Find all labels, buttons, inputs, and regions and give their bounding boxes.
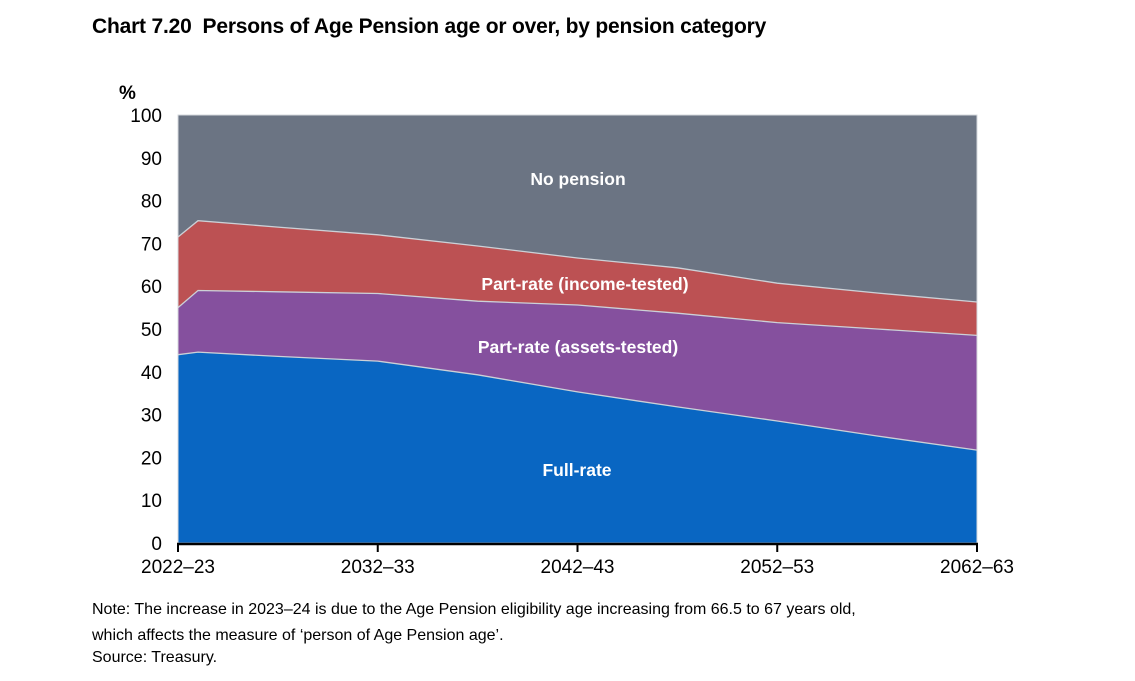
x-tick-label: 2042–43: [541, 557, 615, 578]
y-tick-label: 80: [141, 192, 162, 213]
series-label-part-rate-assets: Part-rate (assets-tested): [478, 337, 678, 357]
y-axis-unit-label: %: [119, 83, 136, 104]
chart-title: Chart 7.20 Persons of Age Pension age or…: [92, 15, 766, 39]
x-tick-label: 2032–33: [341, 557, 415, 578]
series-boundary-full-rate: [177, 351, 978, 451]
y-tick-label: 90: [141, 149, 162, 170]
y-tick-label: 30: [141, 406, 162, 427]
series-area-part-rate-income: [178, 220, 977, 336]
chart-note: Note: The increase in 2023–24 is due to …: [92, 597, 1082, 649]
series-area-full-rate: [178, 352, 977, 543]
series-boundary-part-rate-income: [177, 220, 978, 303]
y-tick-label: 0: [151, 534, 162, 555]
y-tick-label: 10: [141, 491, 162, 512]
series-label-part-rate-income: Part-rate (income-tested): [481, 274, 688, 294]
chart-heading: Persons of Age Pension age or over, by p…: [202, 15, 767, 38]
chart-number: Chart 7.20: [92, 15, 192, 38]
y-tick-label: 60: [141, 277, 162, 298]
y-tick-label: 20: [141, 448, 162, 469]
series-area-part-rate-assets: [178, 290, 977, 451]
chart-note-line2: which affects the measure of ‘person of …: [92, 627, 504, 644]
chart-source: Source: Treasury.: [92, 649, 218, 666]
series-label-no-pension: No pension: [530, 169, 625, 189]
x-tick-label: 2052–53: [740, 557, 814, 578]
chart-note-line1: Note: The increase in 2023–24 is due to …: [92, 601, 856, 618]
series-boundary-part-rate-assets: [177, 289, 978, 337]
x-tick-label: 2022–23: [141, 557, 215, 578]
y-tick-label: 70: [141, 234, 162, 255]
x-tick-label: 2062–63: [940, 557, 1014, 578]
y-tick-label: 50: [141, 320, 162, 341]
series-area-no-pension: [178, 115, 977, 302]
series-label-full-rate: Full-rate: [542, 460, 611, 480]
y-tick-label: 100: [130, 106, 162, 127]
y-tick-label: 40: [141, 363, 162, 384]
